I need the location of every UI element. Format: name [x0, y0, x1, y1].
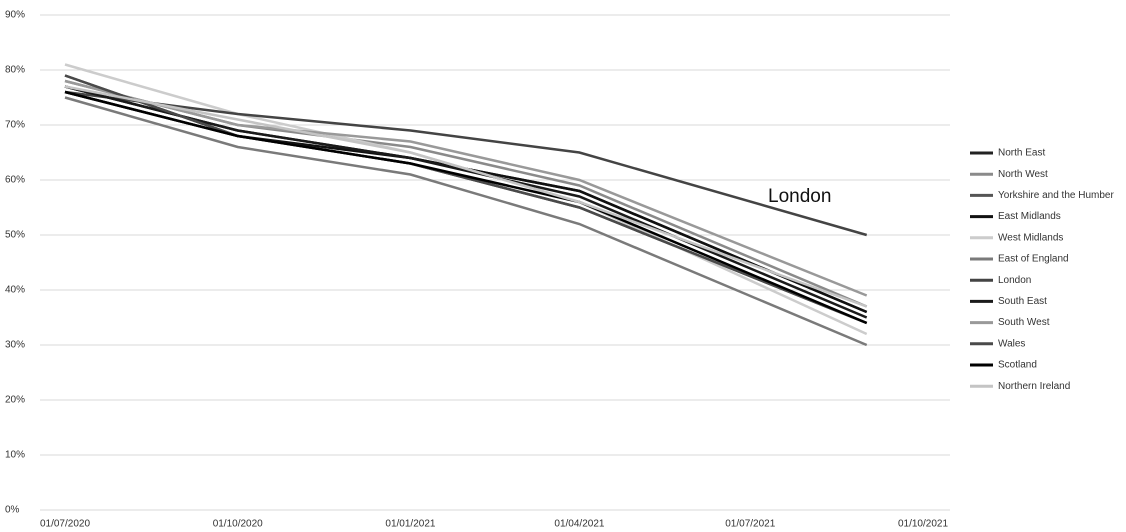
- y-tick-label: 30%: [5, 340, 25, 351]
- y-tick-label: 50%: [5, 230, 25, 241]
- x-tick-label: 01/07/2021: [725, 519, 775, 530]
- y-tick-label: 90%: [5, 10, 25, 21]
- x-tick-label: 01/01/2021: [385, 519, 435, 530]
- x-tick-label: 01/10/2020: [213, 519, 263, 530]
- y-tick-label: 40%: [5, 285, 25, 296]
- legend-label: East Midlands: [998, 211, 1061, 222]
- legend-label: South West: [998, 317, 1050, 328]
- legend-label: South East: [998, 296, 1047, 307]
- y-tick-label: 60%: [5, 175, 25, 186]
- x-tick-label: 01/04/2021: [554, 519, 604, 530]
- legend-label: West Midlands: [998, 232, 1063, 243]
- x-tick-label: 01/07/2020: [40, 519, 90, 530]
- y-tick-label: 10%: [5, 450, 25, 461]
- series-line: [64, 90, 868, 237]
- legend-label: Scotland: [998, 360, 1037, 371]
- legend-label: Wales: [998, 338, 1025, 349]
- y-tick-label: 80%: [5, 65, 25, 76]
- legend-label: Yorkshire and the Humber: [998, 190, 1114, 201]
- legend-label: North East: [998, 148, 1045, 159]
- series-line: [64, 85, 868, 319]
- series-line: [64, 90, 868, 325]
- y-tick-label: 0%: [5, 505, 20, 516]
- series-line: [64, 79, 868, 297]
- legend-label: East of England: [998, 254, 1069, 265]
- legend-label: London: [998, 275, 1031, 286]
- x-tick-label: 01/10/2021: [898, 519, 948, 530]
- series-line: [64, 96, 868, 347]
- legend-label: North West: [998, 169, 1048, 180]
- y-tick-label: 70%: [5, 120, 25, 131]
- legend-label: Northern Ireland: [998, 381, 1070, 392]
- series-line: [64, 85, 868, 308]
- annotation: London: [768, 186, 831, 207]
- y-tick-label: 20%: [5, 395, 25, 406]
